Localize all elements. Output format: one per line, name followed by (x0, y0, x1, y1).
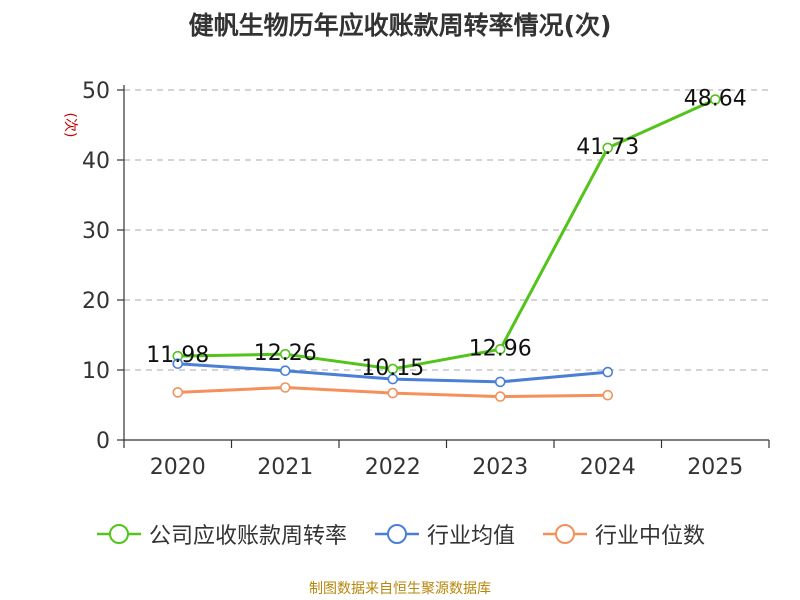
legend-swatch-company (96, 524, 141, 544)
data-point-industry_median (494, 391, 506, 402)
data-label: 11.98 (146, 343, 209, 368)
data-point-industry_avg (387, 373, 399, 385)
x-tick-label: 2020 (150, 455, 206, 480)
y-tick-label: 0 (96, 429, 110, 454)
legend-item-industry-avg[interactable]: 行业均值 (373, 518, 515, 550)
legend-label-industry-median: 行业中位数 (595, 524, 706, 549)
x-tick-label: 2024 (580, 455, 636, 480)
series-layer (172, 94, 721, 402)
y-tick-label: 50 (82, 79, 110, 104)
y-tick-label: 40 (82, 149, 110, 174)
legend-item-industry-median[interactable]: 行业中位数 (541, 518, 705, 550)
chart-title: 健帆生物历年应收账款周转率情况(次) (188, 11, 612, 40)
data-point-company (387, 363, 399, 375)
x-tick-label: 2025 (687, 455, 743, 480)
label-layer: 11.98 12.26 10.15 12.96 41.73 48.64 (146, 87, 746, 381)
data-point-company (494, 343, 506, 355)
data-point-industry_median (279, 382, 291, 393)
data-point-company (279, 348, 291, 360)
data-label: 10.15 (361, 356, 424, 381)
y-axis-label: (次) (62, 113, 78, 138)
series-line-company (177, 98, 716, 371)
legend-swatch-industry-median (543, 524, 587, 544)
y-tick-label: 20 (82, 289, 110, 314)
y-tick-label: 10 (82, 359, 110, 384)
legend-label-company: 公司应收账款周转率 (148, 524, 347, 549)
data-point-industry_median (602, 389, 614, 401)
grid-layer (124, 89, 769, 371)
data-point-company (602, 142, 614, 154)
data-point-industry_median (172, 387, 184, 398)
data-label: 12.96 (469, 336, 532, 361)
axis-layer: 0 10 20 30 40 50 2020 2021 2022 2023 2024 2025 (82, 79, 770, 480)
x-tick-label: 2022 (365, 455, 421, 480)
legend-item-company[interactable]: 公司应收账款周转率 (95, 518, 347, 550)
data-point-industry_avg (494, 376, 506, 388)
data-label: 41.73 (576, 135, 639, 160)
data-point-industry_median (387, 387, 399, 399)
x-tick-label: 2021 (257, 455, 313, 480)
data-point-industry_avg (172, 358, 184, 370)
data-label: 12.26 (254, 341, 317, 366)
legend-label-industry-avg: 行业均值 (426, 524, 515, 549)
source-note: 制图数据来自恒生聚源数据库 (309, 581, 491, 597)
data-point-company (709, 94, 721, 105)
data-label: 48.64 (684, 87, 747, 112)
x-tick-label: 2023 (472, 455, 528, 480)
y-tick-label: 30 (82, 219, 110, 244)
legend-swatch-industry-avg (374, 524, 419, 544)
legend: 公司应收账款周转率 行业均值 行业中位数 (0, 518, 800, 550)
data-point-industry_avg (279, 365, 291, 377)
data-point-industry_avg (602, 366, 614, 378)
